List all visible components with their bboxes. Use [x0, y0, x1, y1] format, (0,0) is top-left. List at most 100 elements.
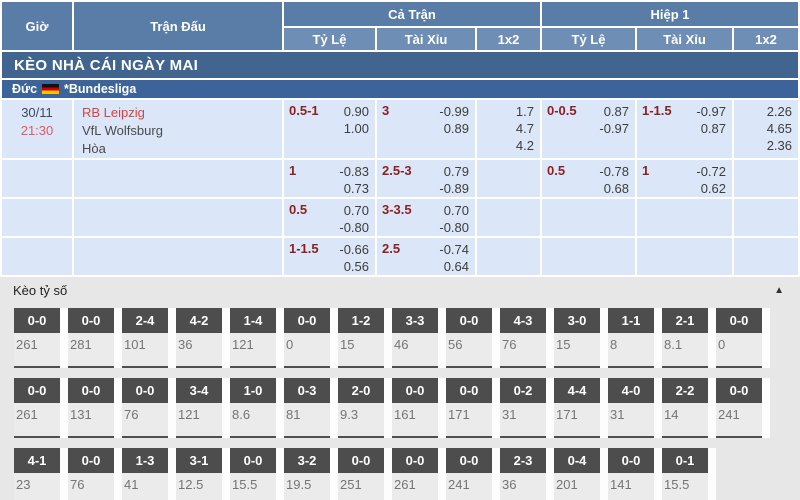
score-odds-cell[interactable]: 1-2 15 [338, 308, 384, 368]
overunder-line: 2.5-3 [382, 163, 412, 178]
score-odds-value: 141 [608, 473, 654, 500]
score-odds-cell[interactable]: 3-0 15 [554, 308, 600, 368]
score-section-toggle[interactable]: Kèo tỷ số ▲ [0, 277, 800, 303]
empty-cell [2, 160, 72, 197]
odds-cell-h1-1x2[interactable] [734, 199, 798, 236]
score-odds-cell[interactable]: 4-3 76 [500, 308, 546, 368]
score-odds-cell[interactable]: 3-2 19.5 [284, 448, 330, 500]
score-odds-cell[interactable]: 0-0 76 [122, 378, 168, 438]
score-odds-cell[interactable]: 2-1 8.1 [662, 308, 708, 368]
score-odds-cell[interactable]: 0-4 201 [554, 448, 600, 500]
score-odds-cell[interactable]: 0-0 141 [608, 448, 654, 500]
score-odds-cell[interactable]: 0-0 171 [446, 378, 492, 438]
odds-cell-h1-handicap[interactable]: 0.5 -0.78 0.68 [542, 160, 635, 197]
odds-cell-ft-overunder[interactable]: 2.5-3 0.79 -0.89 [377, 160, 475, 197]
score-label: 0-0 [446, 308, 492, 333]
odds-cell-ft-overunder[interactable]: 3-3.5 0.70 -0.80 [377, 199, 475, 236]
score-odds-cell[interactable]: 4-1 23 [14, 448, 60, 500]
score-odds-cell[interactable]: 1-4 121 [230, 308, 276, 368]
score-label: 2-4 [122, 308, 168, 333]
odds-cell-ft-handicap[interactable]: 1 -0.83 0.73 [284, 160, 375, 197]
score-odds-cell[interactable]: 0-1 15.5 [662, 448, 708, 500]
odds-cell-h1-handicap[interactable]: 0-0.5 0.87 -0.97 [542, 100, 635, 158]
odds-cell-h1-1x2[interactable] [734, 238, 798, 275]
home-team-link[interactable]: RB Leipzig [82, 105, 145, 120]
odds-cell-ft-handicap[interactable]: 1-1.5 -0.66 0.56 [284, 238, 375, 275]
odds-top: -0.99 [439, 104, 469, 119]
score-odds-cell[interactable]: 4-2 36 [176, 308, 222, 368]
empty-cell [74, 160, 282, 197]
score-odds-cell[interactable]: 0-0 261 [392, 448, 438, 500]
score-odds-value: 171 [554, 403, 600, 438]
score-odds-cell[interactable]: 0-0 76 [68, 448, 114, 500]
score-grid: 0-0 261 0-0 281 2-4 101 4-2 36 1-4 121 0-0 0 1-2 15 3-… [0, 303, 800, 500]
odds-home-win: 1.7 [515, 104, 534, 119]
score-odds-cell[interactable]: 2-4 101 [122, 308, 168, 368]
score-label: 0-0 [122, 378, 168, 403]
overunder-line: 2.5 [382, 241, 401, 256]
odds-cell-h1-overunder[interactable] [637, 238, 732, 275]
score-odds-cell[interactable]: 1-0 8.6 [230, 378, 276, 438]
score-odds-cell[interactable]: 0-0 241 [446, 448, 492, 500]
score-label: 0-2 [500, 378, 546, 403]
score-odds-cell[interactable]: 0-0 15.5 [230, 448, 276, 500]
odds-cell-ft-handicap[interactable]: 0.5-1 0.90 1.00 [284, 100, 375, 158]
score-odds-cell[interactable]: 2-3 36 [500, 448, 546, 500]
score-label: 4-1 [14, 448, 60, 473]
score-odds-cell[interactable]: 2-0 9.3 [338, 378, 384, 438]
odds-cell-ft-1x2[interactable] [477, 199, 540, 236]
odds-cell-ft-1x2[interactable]: 1.7 4.7 4.2 [477, 100, 540, 158]
away-team-link[interactable]: VfL Wolfsburg [82, 123, 163, 138]
col-header-h1-handicap: Tỷ Lệ [542, 28, 635, 50]
score-odds-cell[interactable]: 3-3 46 [392, 308, 438, 368]
score-label: 1-3 [122, 448, 168, 473]
odds-cell-ft-1x2[interactable] [477, 238, 540, 275]
score-odds-cell[interactable]: 0-0 261 [14, 378, 60, 438]
score-odds-cell[interactable]: 2-2 14 [662, 378, 708, 438]
odds-cell-h1-handicap[interactable] [542, 238, 635, 275]
score-odds-cell[interactable]: 0-0 281 [68, 308, 114, 368]
odds-cell-ft-overunder[interactable]: 3 -0.99 0.89 [377, 100, 475, 158]
empty-cell [74, 199, 282, 236]
odds-cell-h1-handicap[interactable] [542, 199, 635, 236]
odds-cell-ft-overunder[interactable]: 2.5 -0.74 0.64 [377, 238, 475, 275]
score-odds-cell[interactable]: 0-0 0 [284, 308, 330, 368]
score-odds-value: 15 [554, 333, 600, 368]
collapse-triangle-icon[interactable]: ▲ [774, 284, 784, 296]
score-label: 1-4 [230, 308, 276, 333]
score-odds-cell[interactable]: 0-0 261 [14, 308, 60, 368]
odds-bottom: 0.56 [343, 259, 369, 274]
match-time: 21:30 [20, 123, 54, 138]
league-row[interactable]: Đức *Bundesliga [2, 80, 798, 98]
odds-cell-h1-overunder[interactable] [637, 199, 732, 236]
score-odds-cell[interactable]: 0-3 81 [284, 378, 330, 438]
score-odds-cell[interactable]: 0-2 31 [500, 378, 546, 438]
score-odds-cell[interactable]: 0-0 251 [338, 448, 384, 500]
odds-cell-h1-1x2[interactable]: 2.26 4.65 2.36 [734, 100, 798, 158]
odds-cell-h1-1x2[interactable] [734, 160, 798, 197]
score-odds-cell[interactable]: 0-0 0 [716, 308, 762, 368]
odds-cell-h1-overunder[interactable]: 1 -0.72 0.62 [637, 160, 732, 197]
score-label: 0-0 [14, 378, 60, 403]
odds-cell-ft-1x2[interactable] [477, 160, 540, 197]
score-odds-cell[interactable]: 3-1 12.5 [176, 448, 222, 500]
score-odds-cell[interactable]: 0-0 56 [446, 308, 492, 368]
score-odds-cell[interactable]: 4-4 171 [554, 378, 600, 438]
score-odds-cell[interactable]: 1-1 8 [608, 308, 654, 368]
score-odds-cell[interactable]: 0-0 161 [392, 378, 438, 438]
score-odds-cell[interactable]: 0-0 241 [716, 378, 762, 438]
score-label: 4-4 [554, 378, 600, 403]
score-odds-value: 76 [68, 473, 114, 500]
score-odds-cell[interactable]: 1-3 41 [122, 448, 168, 500]
score-odds-cell[interactable]: 3-4 121 [176, 378, 222, 438]
empty-cell [74, 238, 282, 275]
odds-bottom: -0.97 [599, 121, 629, 136]
handicap-line: 0.5 [547, 163, 566, 178]
odds-top: 0.70 [343, 203, 369, 218]
odds-cell-ft-handicap[interactable]: 0.5 0.70 -0.80 [284, 199, 375, 236]
score-odds-cell[interactable]: 0-0 131 [68, 378, 114, 438]
score-label: 3-2 [284, 448, 330, 473]
score-odds-value: 14 [662, 403, 708, 438]
score-odds-cell[interactable]: 4-0 31 [608, 378, 654, 438]
odds-cell-h1-overunder[interactable]: 1-1.5 -0.97 0.87 [637, 100, 732, 158]
